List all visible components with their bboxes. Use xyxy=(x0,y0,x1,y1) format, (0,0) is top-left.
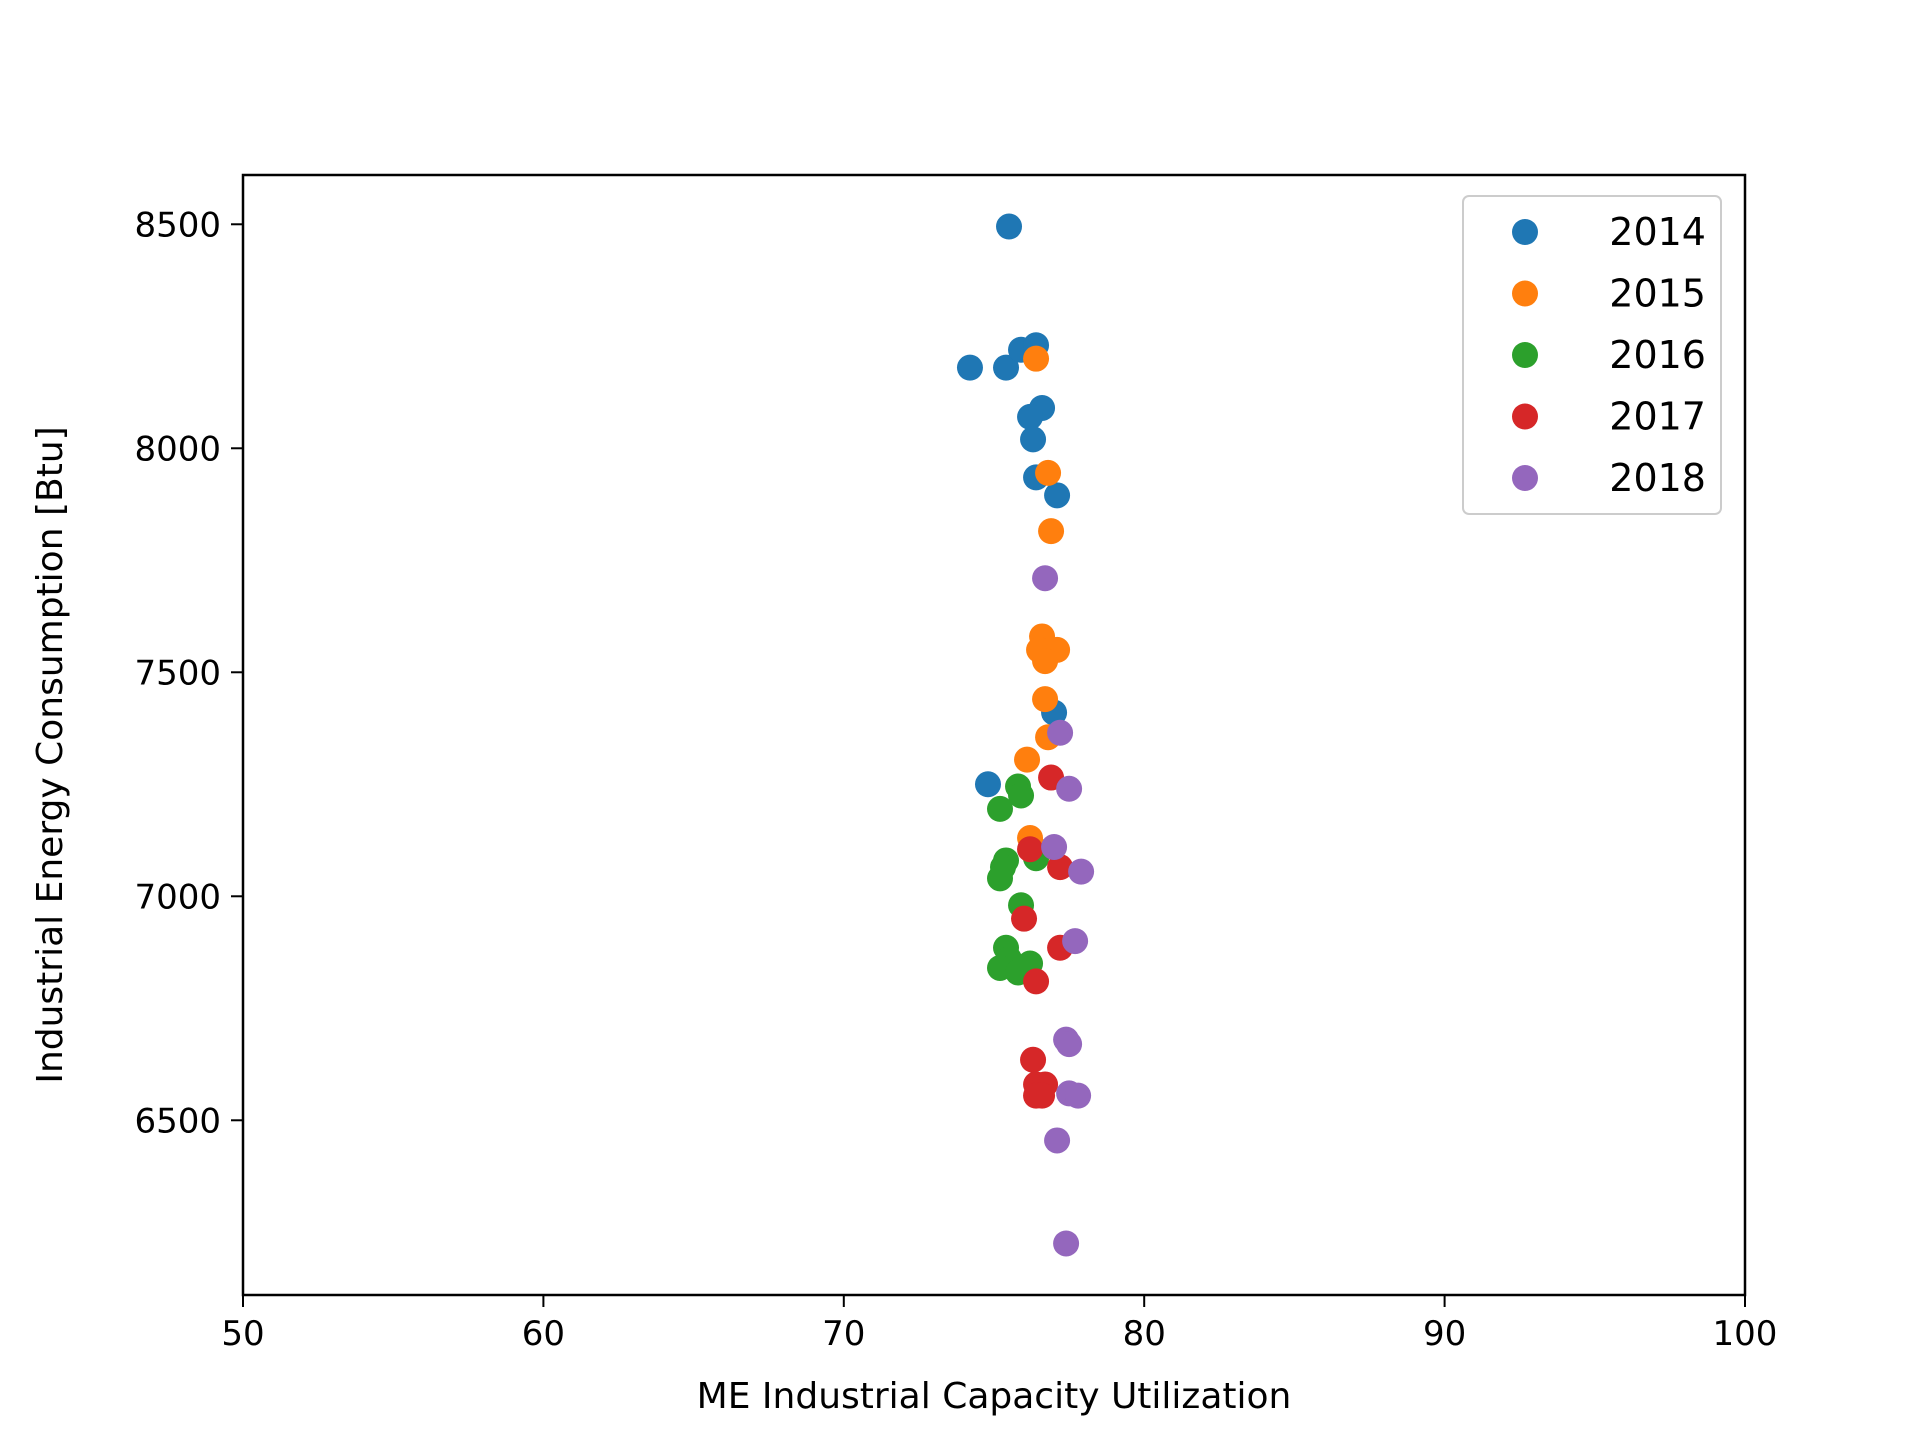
point-2017-3 xyxy=(1011,905,1038,932)
point-2017-10 xyxy=(1029,1082,1056,1109)
legend-label-2015: 2015 xyxy=(1609,272,1706,316)
legend-marker-2017 xyxy=(1512,403,1538,430)
y-tick-label: 8500 xyxy=(134,205,221,245)
x-tick-label: 60 xyxy=(522,1314,565,1354)
point-2018-5 xyxy=(1062,928,1089,955)
x-tick-label: 70 xyxy=(822,1314,865,1354)
point-2016-1 xyxy=(1008,782,1035,809)
point-2014-1 xyxy=(956,354,983,381)
point-2018-9 xyxy=(1065,1082,1092,1109)
point-2018-7 xyxy=(1056,1031,1083,1058)
point-2018-0 xyxy=(1032,565,1059,592)
y-axis-label: Industrial Energy Consumption [Btu] xyxy=(30,426,71,1083)
x-axis-ticks: 50 60 70 80 90 100 xyxy=(221,1295,1777,1354)
legend-label-2017: 2017 xyxy=(1609,395,1706,439)
legend-box xyxy=(1462,195,1722,515)
y-tick-label: 7500 xyxy=(134,653,221,693)
x-tick-label: 90 xyxy=(1423,1314,1466,1354)
legend-marker-2016 xyxy=(1512,342,1538,368)
legend-label-2014: 2014 xyxy=(1609,210,1706,254)
legend-label-2016: 2016 xyxy=(1609,333,1706,377)
point-2015-0 xyxy=(1023,345,1050,372)
point-2015-1 xyxy=(1035,459,1062,486)
point-2014-6 xyxy=(1017,403,1044,430)
point-2014-2 xyxy=(993,354,1020,381)
point-2017-6 xyxy=(1020,1046,1047,1073)
point-2014-0 xyxy=(996,213,1023,240)
point-2017-1 xyxy=(1017,836,1044,863)
point-2018-2 xyxy=(1056,775,1083,802)
x-tick-label: 100 xyxy=(1713,1314,1778,1354)
y-tick-label: 6500 xyxy=(134,1101,221,1141)
x-axis-label: ME Industrial Capacity Utilization xyxy=(697,1376,1292,1417)
point-2015-2 xyxy=(1038,518,1065,545)
x-tick-label: 50 xyxy=(221,1314,264,1354)
point-2018-11 xyxy=(1053,1230,1080,1257)
legend: 2014 2015 2016 2017 2018 xyxy=(1462,195,1722,515)
point-2014-7 xyxy=(1020,426,1047,453)
point-2015-7 xyxy=(1032,686,1059,713)
x-tick-label: 80 xyxy=(1123,1314,1166,1354)
point-2015-6 xyxy=(1032,648,1059,675)
point-2015-9 xyxy=(1014,746,1041,773)
legend-marker-2014 xyxy=(1512,219,1538,245)
plot-frame xyxy=(241,173,1747,1297)
point-2018-1 xyxy=(1047,719,1074,746)
y-axis-ticks: 6500 7000 7500 8000 8500 xyxy=(134,205,243,1141)
legend-marker-2015 xyxy=(1512,280,1538,307)
point-2018-3 xyxy=(1041,834,1068,860)
point-2014-11 xyxy=(974,771,1001,798)
y-tick-label: 8000 xyxy=(134,429,221,469)
point-2016-2 xyxy=(987,795,1014,822)
point-2016-5 xyxy=(987,865,1014,892)
point-2017-5 xyxy=(1023,968,1050,995)
legend-marker-2018 xyxy=(1512,465,1538,491)
data-points xyxy=(956,213,1095,1257)
legend-label-2018: 2018 xyxy=(1609,456,1706,500)
point-2014-9 xyxy=(1044,482,1071,509)
point-2018-4 xyxy=(1068,858,1095,885)
point-2018-10 xyxy=(1044,1127,1071,1154)
point-2017-2 xyxy=(1047,854,1074,881)
y-tick-label: 7000 xyxy=(134,877,221,917)
